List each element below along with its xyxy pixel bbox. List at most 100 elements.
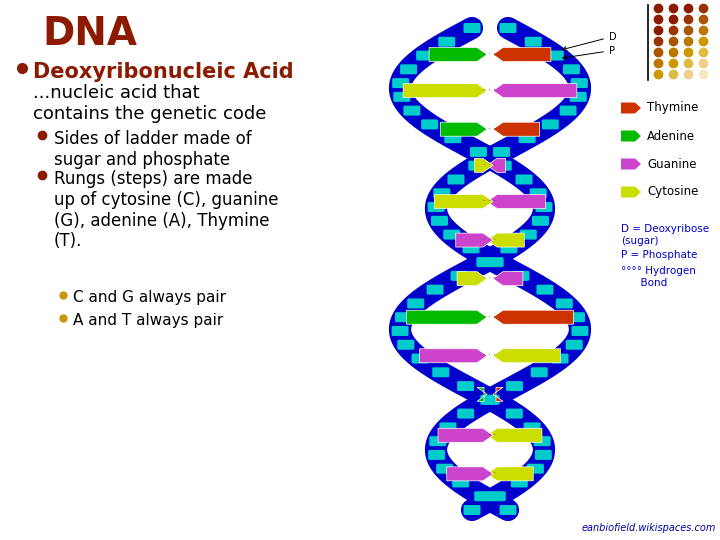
- FancyBboxPatch shape: [516, 174, 533, 185]
- FancyBboxPatch shape: [432, 367, 449, 377]
- FancyBboxPatch shape: [462, 244, 480, 253]
- FancyBboxPatch shape: [444, 230, 460, 240]
- FancyBboxPatch shape: [480, 395, 498, 405]
- FancyArrow shape: [487, 194, 546, 208]
- Text: · · ·: · · ·: [483, 469, 497, 478]
- FancyBboxPatch shape: [500, 505, 516, 515]
- FancyBboxPatch shape: [431, 216, 448, 226]
- FancyBboxPatch shape: [500, 23, 516, 33]
- FancyBboxPatch shape: [392, 78, 409, 88]
- FancyArrow shape: [493, 48, 551, 62]
- Text: · · ·: · · ·: [483, 161, 497, 170]
- Text: Cytosine: Cytosine: [647, 186, 698, 199]
- FancyBboxPatch shape: [468, 161, 485, 171]
- FancyBboxPatch shape: [397, 340, 414, 350]
- Text: · · ·: · · ·: [483, 50, 497, 59]
- Text: D: D: [562, 31, 616, 50]
- FancyArrow shape: [487, 467, 534, 481]
- FancyBboxPatch shape: [534, 436, 551, 446]
- Text: Deoxyribonucleic Acid: Deoxyribonucleic Acid: [33, 62, 294, 82]
- Text: A and T always pair: A and T always pair: [73, 313, 223, 328]
- FancyBboxPatch shape: [429, 436, 446, 446]
- FancyArrow shape: [477, 387, 487, 401]
- Text: · · ·: · · ·: [483, 313, 497, 322]
- FancyBboxPatch shape: [433, 188, 450, 198]
- Text: · · ·: · · ·: [483, 235, 497, 245]
- FancyBboxPatch shape: [530, 188, 546, 198]
- FancyArrow shape: [493, 349, 560, 363]
- FancyBboxPatch shape: [536, 285, 554, 295]
- Text: °°°° Hydrogen
      Bond: °°°° Hydrogen Bond: [621, 266, 696, 288]
- FancyArrow shape: [487, 158, 505, 172]
- FancyArrow shape: [403, 84, 487, 98]
- FancyBboxPatch shape: [444, 133, 462, 143]
- Text: Guanine: Guanine: [647, 158, 696, 171]
- FancyBboxPatch shape: [447, 174, 464, 185]
- FancyArrow shape: [446, 467, 493, 481]
- FancyArrow shape: [493, 122, 540, 136]
- FancyArrow shape: [621, 159, 641, 170]
- FancyBboxPatch shape: [421, 119, 438, 130]
- FancyBboxPatch shape: [493, 147, 510, 157]
- FancyArrow shape: [429, 48, 487, 62]
- FancyBboxPatch shape: [482, 395, 500, 405]
- FancyBboxPatch shape: [511, 477, 528, 488]
- FancyBboxPatch shape: [535, 450, 552, 460]
- FancyArrow shape: [456, 233, 493, 247]
- FancyBboxPatch shape: [400, 64, 417, 75]
- Text: · · ·: · · ·: [483, 351, 497, 360]
- Text: Thymine: Thymine: [647, 102, 698, 114]
- FancyBboxPatch shape: [436, 464, 453, 474]
- Text: · · ·: · · ·: [483, 274, 497, 283]
- FancyArrow shape: [493, 272, 523, 286]
- FancyBboxPatch shape: [408, 299, 424, 308]
- Text: D = Deoxyribose
(sugar): D = Deoxyribose (sugar): [621, 224, 709, 246]
- Text: ...nucleic acid that
contains the genetic code: ...nucleic acid that contains the geneti…: [33, 84, 266, 123]
- FancyBboxPatch shape: [556, 299, 573, 308]
- FancyBboxPatch shape: [500, 244, 518, 253]
- FancyBboxPatch shape: [518, 133, 536, 143]
- FancyArrow shape: [457, 272, 487, 286]
- FancyArrow shape: [487, 428, 542, 442]
- FancyArrow shape: [487, 233, 524, 247]
- Text: Adenine: Adenine: [647, 130, 695, 143]
- FancyArrow shape: [493, 84, 577, 98]
- FancyBboxPatch shape: [470, 147, 487, 157]
- FancyBboxPatch shape: [452, 477, 469, 488]
- FancyBboxPatch shape: [474, 491, 491, 501]
- FancyBboxPatch shape: [532, 216, 549, 226]
- FancyArrow shape: [621, 103, 641, 113]
- FancyBboxPatch shape: [438, 37, 455, 47]
- FancyArrow shape: [420, 349, 487, 363]
- FancyBboxPatch shape: [506, 381, 523, 391]
- FancyBboxPatch shape: [395, 312, 412, 322]
- Text: P: P: [563, 45, 615, 59]
- FancyBboxPatch shape: [428, 450, 445, 460]
- FancyBboxPatch shape: [393, 92, 410, 102]
- FancyBboxPatch shape: [520, 230, 537, 240]
- FancyBboxPatch shape: [572, 326, 588, 336]
- Text: · · ·: · · ·: [483, 431, 497, 440]
- Text: · · ·: · · ·: [483, 197, 497, 206]
- FancyBboxPatch shape: [451, 271, 468, 281]
- FancyBboxPatch shape: [536, 202, 552, 212]
- Text: · · ·: · · ·: [483, 125, 497, 134]
- FancyBboxPatch shape: [513, 271, 529, 281]
- FancyBboxPatch shape: [457, 381, 474, 391]
- FancyBboxPatch shape: [525, 37, 541, 47]
- FancyBboxPatch shape: [428, 202, 444, 212]
- Text: C and G always pair: C and G always pair: [73, 290, 226, 305]
- FancyBboxPatch shape: [464, 505, 480, 515]
- Text: Rungs (steps) are made
up of cytosine (C), guanine
(G), adenine (A), Thymine
(T): Rungs (steps) are made up of cytosine (C…: [54, 170, 279, 251]
- FancyBboxPatch shape: [542, 119, 559, 130]
- FancyBboxPatch shape: [531, 367, 548, 377]
- FancyBboxPatch shape: [487, 257, 504, 267]
- Text: eanbiofield.wikispaces.com: eanbiofield.wikispaces.com: [582, 523, 716, 533]
- FancyBboxPatch shape: [559, 106, 577, 116]
- FancyArrow shape: [621, 186, 641, 198]
- FancyBboxPatch shape: [457, 409, 474, 419]
- FancyBboxPatch shape: [570, 92, 587, 102]
- FancyBboxPatch shape: [403, 106, 420, 116]
- Text: P = Phosphate: P = Phosphate: [621, 250, 698, 260]
- FancyBboxPatch shape: [416, 51, 433, 60]
